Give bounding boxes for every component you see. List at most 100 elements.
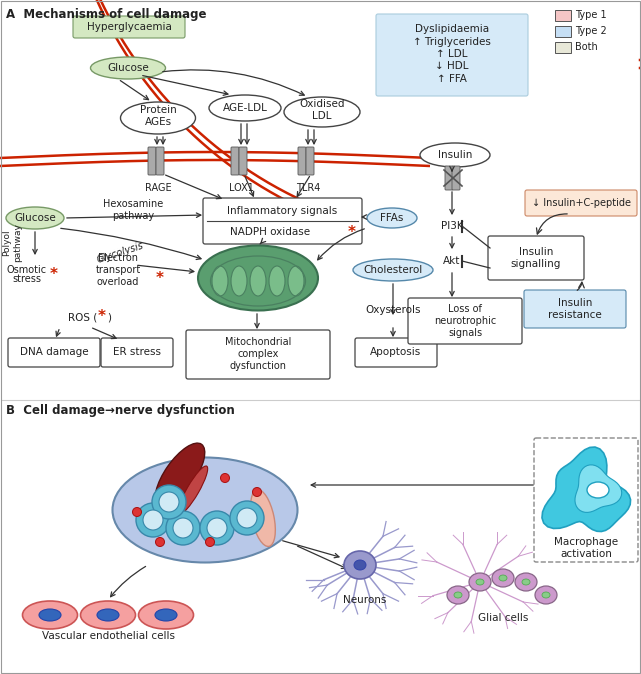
Text: Akt: Akt <box>444 256 461 266</box>
Ellipse shape <box>499 575 507 581</box>
Text: TLR4: TLR4 <box>296 183 320 193</box>
Text: Oxysterols: Oxysterols <box>365 305 420 315</box>
Ellipse shape <box>198 245 318 311</box>
Ellipse shape <box>155 443 204 507</box>
Ellipse shape <box>284 97 360 127</box>
Bar <box>555 10 571 21</box>
Ellipse shape <box>420 143 490 167</box>
Ellipse shape <box>39 609 61 621</box>
Ellipse shape <box>231 266 247 296</box>
Ellipse shape <box>152 485 186 519</box>
Text: Loss of
neurotrophic
signals: Loss of neurotrophic signals <box>434 303 496 338</box>
Text: Insulin
signalling: Insulin signalling <box>511 247 561 269</box>
FancyBboxPatch shape <box>156 147 164 175</box>
Ellipse shape <box>143 510 163 530</box>
Ellipse shape <box>6 207 64 229</box>
Text: Cholesterol: Cholesterol <box>363 265 422 275</box>
Ellipse shape <box>469 573 491 591</box>
Ellipse shape <box>173 518 193 538</box>
FancyBboxPatch shape <box>101 338 173 367</box>
Text: *: * <box>156 270 164 286</box>
Ellipse shape <box>22 601 78 629</box>
Text: Type 2: Type 2 <box>575 26 607 36</box>
Ellipse shape <box>113 458 297 563</box>
Text: Macrophage
activation: Macrophage activation <box>554 537 618 559</box>
Ellipse shape <box>344 551 376 579</box>
Text: Insulin
resistance: Insulin resistance <box>548 298 602 320</box>
Text: Glucose: Glucose <box>14 213 56 223</box>
Text: LOX1: LOX1 <box>229 183 253 193</box>
Ellipse shape <box>121 102 196 134</box>
Text: Glycolysis: Glycolysis <box>96 241 145 266</box>
Ellipse shape <box>250 266 266 296</box>
Text: *: * <box>50 266 58 282</box>
Ellipse shape <box>269 266 285 296</box>
FancyBboxPatch shape <box>298 147 306 175</box>
Text: ROS (: ROS ( <box>68 313 97 323</box>
Ellipse shape <box>221 474 229 483</box>
Ellipse shape <box>207 518 227 538</box>
FancyBboxPatch shape <box>376 14 528 96</box>
Ellipse shape <box>230 501 264 535</box>
Ellipse shape <box>288 266 304 296</box>
FancyBboxPatch shape <box>525 190 637 216</box>
Ellipse shape <box>206 537 215 547</box>
FancyBboxPatch shape <box>239 147 247 175</box>
Text: *: * <box>98 309 106 324</box>
Ellipse shape <box>133 508 142 516</box>
FancyBboxPatch shape <box>445 166 453 190</box>
Ellipse shape <box>447 586 469 604</box>
Ellipse shape <box>587 482 609 498</box>
Ellipse shape <box>81 601 135 629</box>
Ellipse shape <box>515 573 537 591</box>
FancyBboxPatch shape <box>148 147 156 175</box>
FancyBboxPatch shape <box>524 290 626 328</box>
Ellipse shape <box>535 586 557 604</box>
Ellipse shape <box>542 592 550 598</box>
Ellipse shape <box>237 508 257 528</box>
Text: Insulin: Insulin <box>438 150 472 160</box>
Text: DNA damage: DNA damage <box>20 347 88 357</box>
Ellipse shape <box>476 579 484 585</box>
Ellipse shape <box>367 208 417 228</box>
FancyBboxPatch shape <box>8 338 100 367</box>
Text: PI3K: PI3K <box>441 221 463 231</box>
Ellipse shape <box>159 492 179 512</box>
FancyBboxPatch shape <box>73 16 185 38</box>
Bar <box>555 42 571 53</box>
Text: Osmotic: Osmotic <box>7 265 47 275</box>
Ellipse shape <box>155 609 177 621</box>
Ellipse shape <box>138 601 194 629</box>
Text: Protein
AGEs: Protein AGEs <box>140 104 176 127</box>
Ellipse shape <box>200 511 234 545</box>
Polygon shape <box>542 447 631 532</box>
Ellipse shape <box>454 592 462 598</box>
Text: Mitochondrial
complex
dysfunction: Mitochondrial complex dysfunction <box>225 336 291 371</box>
Bar <box>555 26 571 37</box>
Text: Inflammatory signals: Inflammatory signals <box>227 206 337 216</box>
Text: Hexosamine
pathway: Hexosamine pathway <box>103 199 163 221</box>
FancyBboxPatch shape <box>408 298 522 344</box>
Text: ↓ Insulin+C-peptide: ↓ Insulin+C-peptide <box>531 198 631 208</box>
FancyBboxPatch shape <box>186 330 330 379</box>
Ellipse shape <box>492 569 514 587</box>
Text: Vascular endothelial cells: Vascular endothelial cells <box>42 631 174 641</box>
Text: Oxidised
LDL: Oxidised LDL <box>299 99 345 121</box>
FancyBboxPatch shape <box>488 236 584 280</box>
Text: FFAs: FFAs <box>380 213 404 223</box>
Ellipse shape <box>156 537 165 547</box>
Text: Glucose: Glucose <box>107 63 149 73</box>
Text: stress: stress <box>13 274 42 284</box>
Ellipse shape <box>251 489 276 547</box>
Ellipse shape <box>178 466 208 514</box>
Text: Hyperglycaemia: Hyperglycaemia <box>87 22 171 32</box>
Text: ): ) <box>107 313 111 323</box>
FancyBboxPatch shape <box>306 147 314 175</box>
Ellipse shape <box>354 560 366 570</box>
Ellipse shape <box>522 579 530 585</box>
FancyBboxPatch shape <box>355 338 437 367</box>
Text: Neurons: Neurons <box>344 595 387 605</box>
FancyBboxPatch shape <box>534 438 638 562</box>
Ellipse shape <box>209 95 281 121</box>
Text: B  Cell damage→nerve dysfunction: B Cell damage→nerve dysfunction <box>6 404 235 417</box>
